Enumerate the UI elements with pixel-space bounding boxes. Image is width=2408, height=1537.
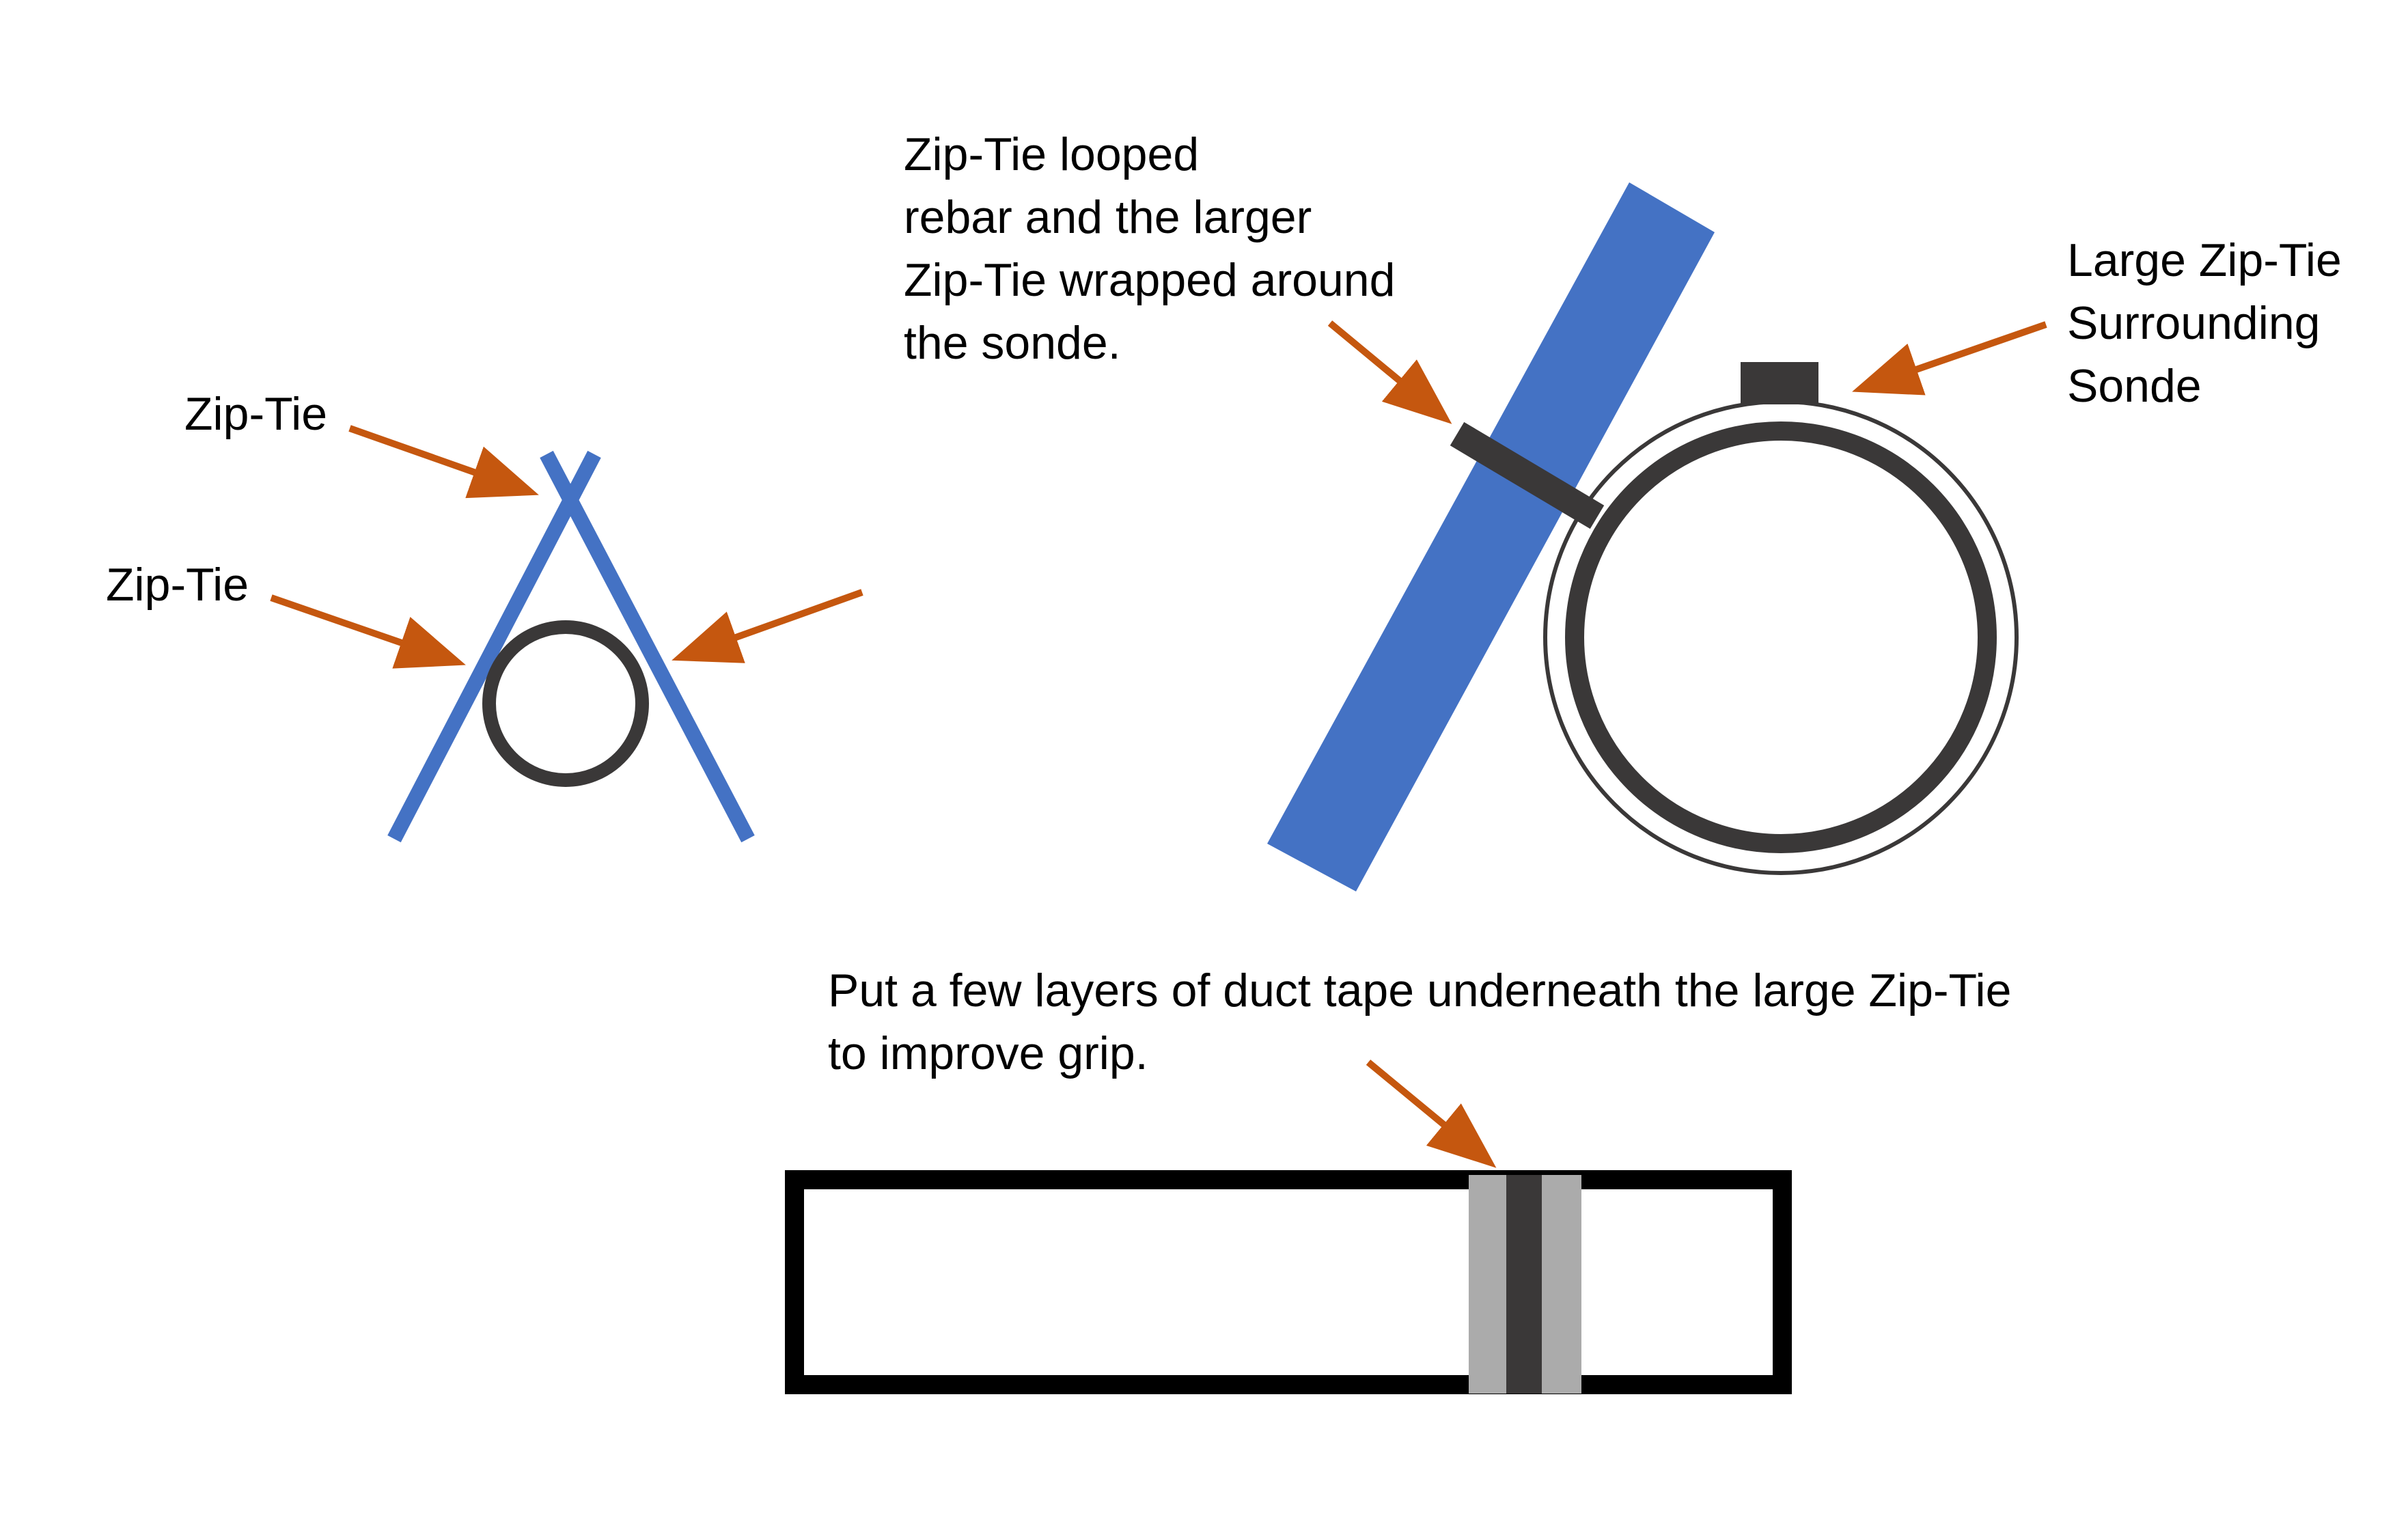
arrow-zip-tie-right <box>672 589 863 663</box>
label-zip-tie-left: Zip-Tie <box>106 559 249 611</box>
arrow-zip-tie-top <box>348 425 539 499</box>
sonde-circle-small <box>482 620 649 787</box>
arrow-duct-tape <box>1366 1060 1497 1168</box>
rebar-bar <box>1267 182 1715 891</box>
zip-tie-loop <box>1450 421 1605 529</box>
rebar-right <box>540 450 755 843</box>
label-duct-tape: Put a few layers of duct tape underneath… <box>828 965 2012 1079</box>
sonde-body <box>785 1170 1792 1394</box>
rebar-sonde-diagram <box>1267 182 2019 891</box>
arrow-large-zip-tie <box>1852 321 2047 396</box>
zip-tie-band <box>1506 1175 1542 1394</box>
label-large-zip-tie: Large Zip-Tie Surrounding Sonde <box>2067 234 2342 412</box>
zip-tie-head <box>1741 362 1818 404</box>
sonde-side-view <box>785 1170 1792 1394</box>
rebar-left <box>387 450 601 843</box>
sonde-circle-large <box>1565 421 1997 853</box>
crossed-rebar-diagram <box>387 450 755 843</box>
large-zip-tie-ring <box>1543 400 2019 875</box>
arrow-zip-tie-left <box>270 594 466 669</box>
arrow-looped-rebar <box>1327 320 1452 424</box>
label-zip-tie-top: Zip-Tie <box>184 388 328 440</box>
label-looped-rebar: Zip-Tie looped rebar and the larger Zip-… <box>904 128 1396 369</box>
